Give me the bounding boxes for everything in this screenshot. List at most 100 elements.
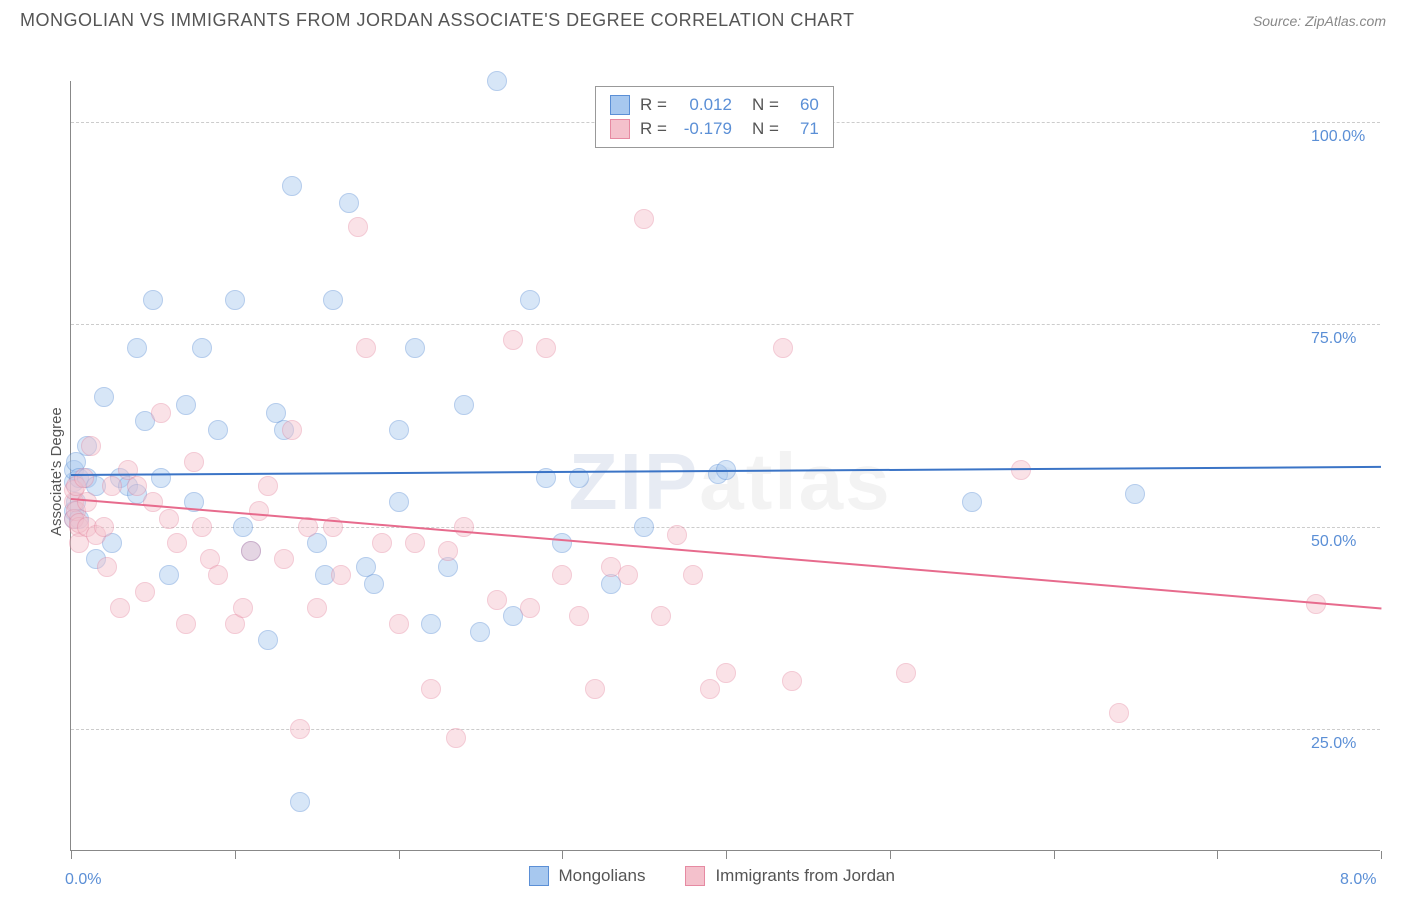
scatter-point (94, 387, 114, 407)
legend-swatch (610, 95, 630, 115)
grid-line (71, 527, 1380, 528)
scatter-point (127, 476, 147, 496)
scatter-point (258, 630, 278, 650)
scatter-point (184, 452, 204, 472)
scatter-point (282, 176, 302, 196)
scatter-point (159, 565, 179, 585)
n-label: N = (752, 95, 779, 115)
scatter-point (470, 622, 490, 642)
scatter-point (896, 663, 916, 683)
scatter-point (348, 217, 368, 237)
legend-swatch (610, 119, 630, 139)
scatter-point (487, 71, 507, 91)
scatter-point (634, 209, 654, 229)
scatter-point (389, 420, 409, 440)
source-label: Source: ZipAtlas.com (1253, 13, 1386, 29)
scatter-point (618, 565, 638, 585)
scatter-point (135, 582, 155, 602)
scatter-point (274, 549, 294, 569)
scatter-point (503, 330, 523, 350)
scatter-point (94, 517, 114, 537)
x-tick (562, 851, 563, 859)
x-start-label: 0.0% (65, 871, 101, 889)
r-value: 0.012 (677, 95, 732, 115)
y-axis-label: Associate's Degree (48, 407, 65, 536)
scatter-point (225, 290, 245, 310)
scatter-point (110, 598, 130, 618)
scatter-point (520, 290, 540, 310)
scatter-point (454, 517, 474, 537)
scatter-point (405, 533, 425, 553)
scatter-point (700, 679, 720, 699)
scatter-point (773, 338, 793, 358)
x-tick (1217, 851, 1218, 859)
scatter-point (249, 501, 269, 521)
scatter-point (233, 598, 253, 618)
legend-item: Immigrants from Jordan (685, 866, 895, 886)
scatter-point (962, 492, 982, 512)
scatter-point (536, 338, 556, 358)
y-tick-label: 25.0% (1311, 735, 1356, 753)
n-label: N = (752, 119, 779, 139)
scatter-point (192, 338, 212, 358)
grid-line (71, 324, 1380, 325)
scatter-point (356, 338, 376, 358)
scatter-point (290, 792, 310, 812)
scatter-point (192, 517, 212, 537)
scatter-point (339, 193, 359, 213)
legend-text: Immigrants from Jordan (715, 866, 895, 886)
scatter-point (1109, 703, 1129, 723)
scatter-point (159, 509, 179, 529)
y-tick-label: 75.0% (1311, 330, 1356, 348)
x-tick (726, 851, 727, 859)
x-tick (1381, 851, 1382, 859)
scatter-point (438, 541, 458, 561)
scatter-point (208, 565, 228, 585)
scatter-point (569, 606, 589, 626)
scatter-point (102, 476, 122, 496)
scatter-point (208, 420, 228, 440)
scatter-point (290, 719, 310, 739)
x-tick (1054, 851, 1055, 859)
y-tick-label: 100.0% (1311, 128, 1365, 146)
scatter-point (1125, 484, 1145, 504)
scatter-point (233, 517, 253, 537)
chart-title: MONGOLIAN VS IMMIGRANTS FROM JORDAN ASSO… (20, 10, 855, 31)
stats-row: R =-0.179N =71 (610, 117, 819, 141)
scatter-point (127, 338, 147, 358)
scatter-point (585, 679, 605, 699)
scatter-point (167, 533, 187, 553)
stats-legend: R =0.012N =60R =-0.179N =71 (595, 86, 834, 148)
legend-item: Mongolians (529, 866, 646, 886)
scatter-point (421, 614, 441, 634)
scatter-point (258, 476, 278, 496)
scatter-point (552, 565, 572, 585)
scatter-point (97, 557, 117, 577)
trend-line (71, 498, 1381, 609)
plot-area: ZIPatlas 25.0%50.0%75.0%100.0%R =0.012N … (70, 81, 1380, 851)
r-value: -0.179 (677, 119, 732, 139)
legend-swatch (685, 866, 705, 886)
watermark: ZIPatlas (569, 436, 892, 528)
scatter-point (241, 541, 261, 561)
scatter-point (307, 598, 327, 618)
scatter-point (143, 290, 163, 310)
scatter-point (683, 565, 703, 585)
legend-swatch (529, 866, 549, 886)
scatter-point (389, 492, 409, 512)
x-end-label: 8.0% (1340, 871, 1376, 889)
scatter-point (487, 590, 507, 610)
x-tick (71, 851, 72, 859)
scatter-point (282, 420, 302, 440)
scatter-point (151, 468, 171, 488)
legend-text: Mongolians (559, 866, 646, 886)
scatter-point (389, 614, 409, 634)
scatter-point (74, 468, 94, 488)
bottom-legend: Mongolians Immigrants from Jordan (529, 866, 895, 886)
scatter-point (651, 606, 671, 626)
chart-container: ZIPatlas 25.0%50.0%75.0%100.0%R =0.012N … (20, 36, 1386, 911)
y-tick-label: 50.0% (1311, 533, 1356, 551)
scatter-point (176, 614, 196, 634)
scatter-point (81, 436, 101, 456)
scatter-point (421, 679, 441, 699)
